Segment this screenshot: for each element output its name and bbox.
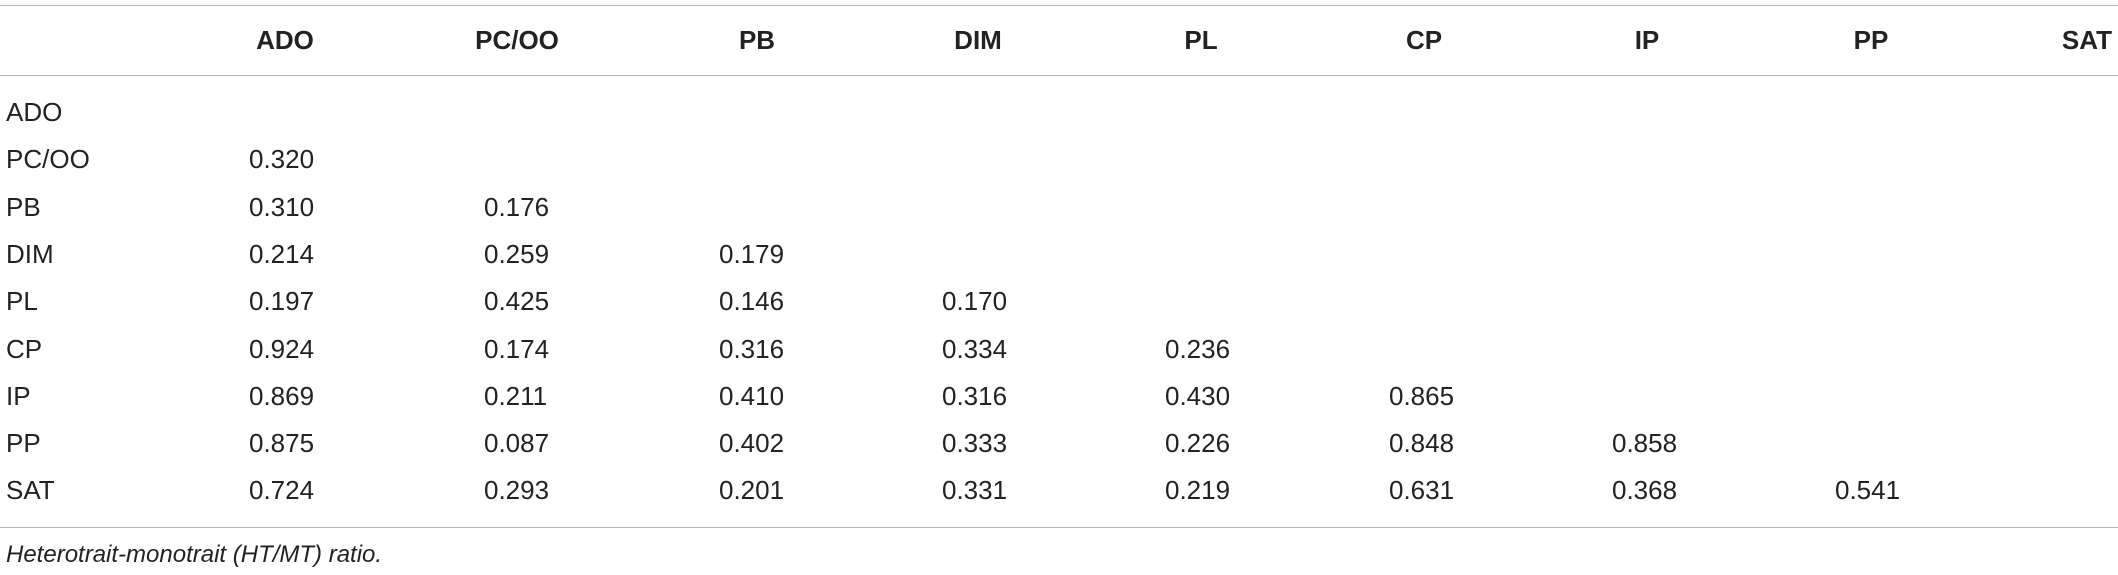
cell-value: 0.316 bbox=[719, 333, 785, 364]
cell-value: 0.214 bbox=[249, 238, 315, 269]
top-rule bbox=[0, 5, 2118, 6]
row-label: ADO bbox=[6, 97, 63, 127]
cell-value: 0.865 bbox=[1389, 380, 1455, 411]
cell-value: 0.875 bbox=[249, 428, 315, 459]
cell-value: 0.197 bbox=[249, 286, 315, 317]
cell-value: 0.293 bbox=[484, 475, 550, 506]
cell-value: 0.236 bbox=[1165, 333, 1231, 364]
cell-value: 0.310 bbox=[249, 191, 315, 222]
column-header: ADO bbox=[256, 25, 314, 55]
cell-value: 0.333 bbox=[942, 428, 1008, 459]
cell-value: 0.631 bbox=[1389, 475, 1455, 506]
cell-value: 0.316 bbox=[942, 380, 1008, 411]
column-header: PC/OO bbox=[475, 25, 559, 55]
cell-value: 0.259 bbox=[484, 238, 550, 269]
cell-value: 0.179 bbox=[719, 238, 785, 269]
row-label: SAT bbox=[6, 475, 55, 506]
row-label: PC/OO bbox=[6, 144, 90, 175]
cell-value: 0.402 bbox=[719, 428, 785, 459]
cell-value: 0.924 bbox=[249, 333, 315, 364]
cell-value: 0.087 bbox=[484, 428, 550, 459]
cell-value: 0.174 bbox=[484, 333, 550, 364]
footnote: Heterotrait-monotrait (HT/MT) ratio. bbox=[6, 541, 383, 568]
cell-value: 0.368 bbox=[1612, 475, 1678, 506]
column-header: PL bbox=[1184, 25, 1218, 55]
cell-value: 0.858 bbox=[1612, 428, 1678, 459]
cell-value: 0.211 bbox=[484, 380, 548, 411]
bottom-rule bbox=[0, 527, 2118, 528]
cell-value: 0.848 bbox=[1389, 428, 1455, 459]
cell-value: 0.541 bbox=[1835, 475, 1901, 506]
row-label: DIM bbox=[6, 238, 54, 269]
row-label: PP bbox=[6, 428, 41, 459]
column-header: SAT bbox=[2061, 25, 2112, 55]
column-header: IP bbox=[1634, 25, 1660, 55]
cell-value: 0.146 bbox=[719, 286, 785, 317]
cell-value: 0.201 bbox=[719, 475, 785, 506]
row-label: CP bbox=[6, 333, 43, 364]
cell-value: 0.869 bbox=[249, 380, 315, 411]
cell-value: 0.331 bbox=[942, 475, 1008, 506]
cell-value: 0.334 bbox=[942, 333, 1008, 364]
cell-value: 0.170 bbox=[942, 286, 1008, 317]
column-header: DIM bbox=[954, 25, 1002, 55]
column-header: PB bbox=[738, 25, 776, 55]
cell-value: 0.320 bbox=[249, 144, 315, 175]
cell-value: 0.176 bbox=[484, 191, 550, 222]
row-label: IP bbox=[6, 380, 31, 411]
cell-value: 0.226 bbox=[1165, 428, 1231, 459]
column-header: PP bbox=[1853, 25, 1889, 55]
cell-value: 0.219 bbox=[1165, 475, 1231, 506]
header-rule bbox=[0, 75, 2118, 76]
cell-value: 0.425 bbox=[484, 286, 550, 317]
row-label: PB bbox=[6, 191, 41, 222]
cell-value: 0.724 bbox=[249, 475, 315, 506]
cell-value: 0.430 bbox=[1165, 380, 1231, 411]
cell-value: 0.410 bbox=[719, 380, 785, 411]
row-label: PL bbox=[6, 286, 38, 317]
column-header: CP bbox=[1405, 25, 1443, 55]
